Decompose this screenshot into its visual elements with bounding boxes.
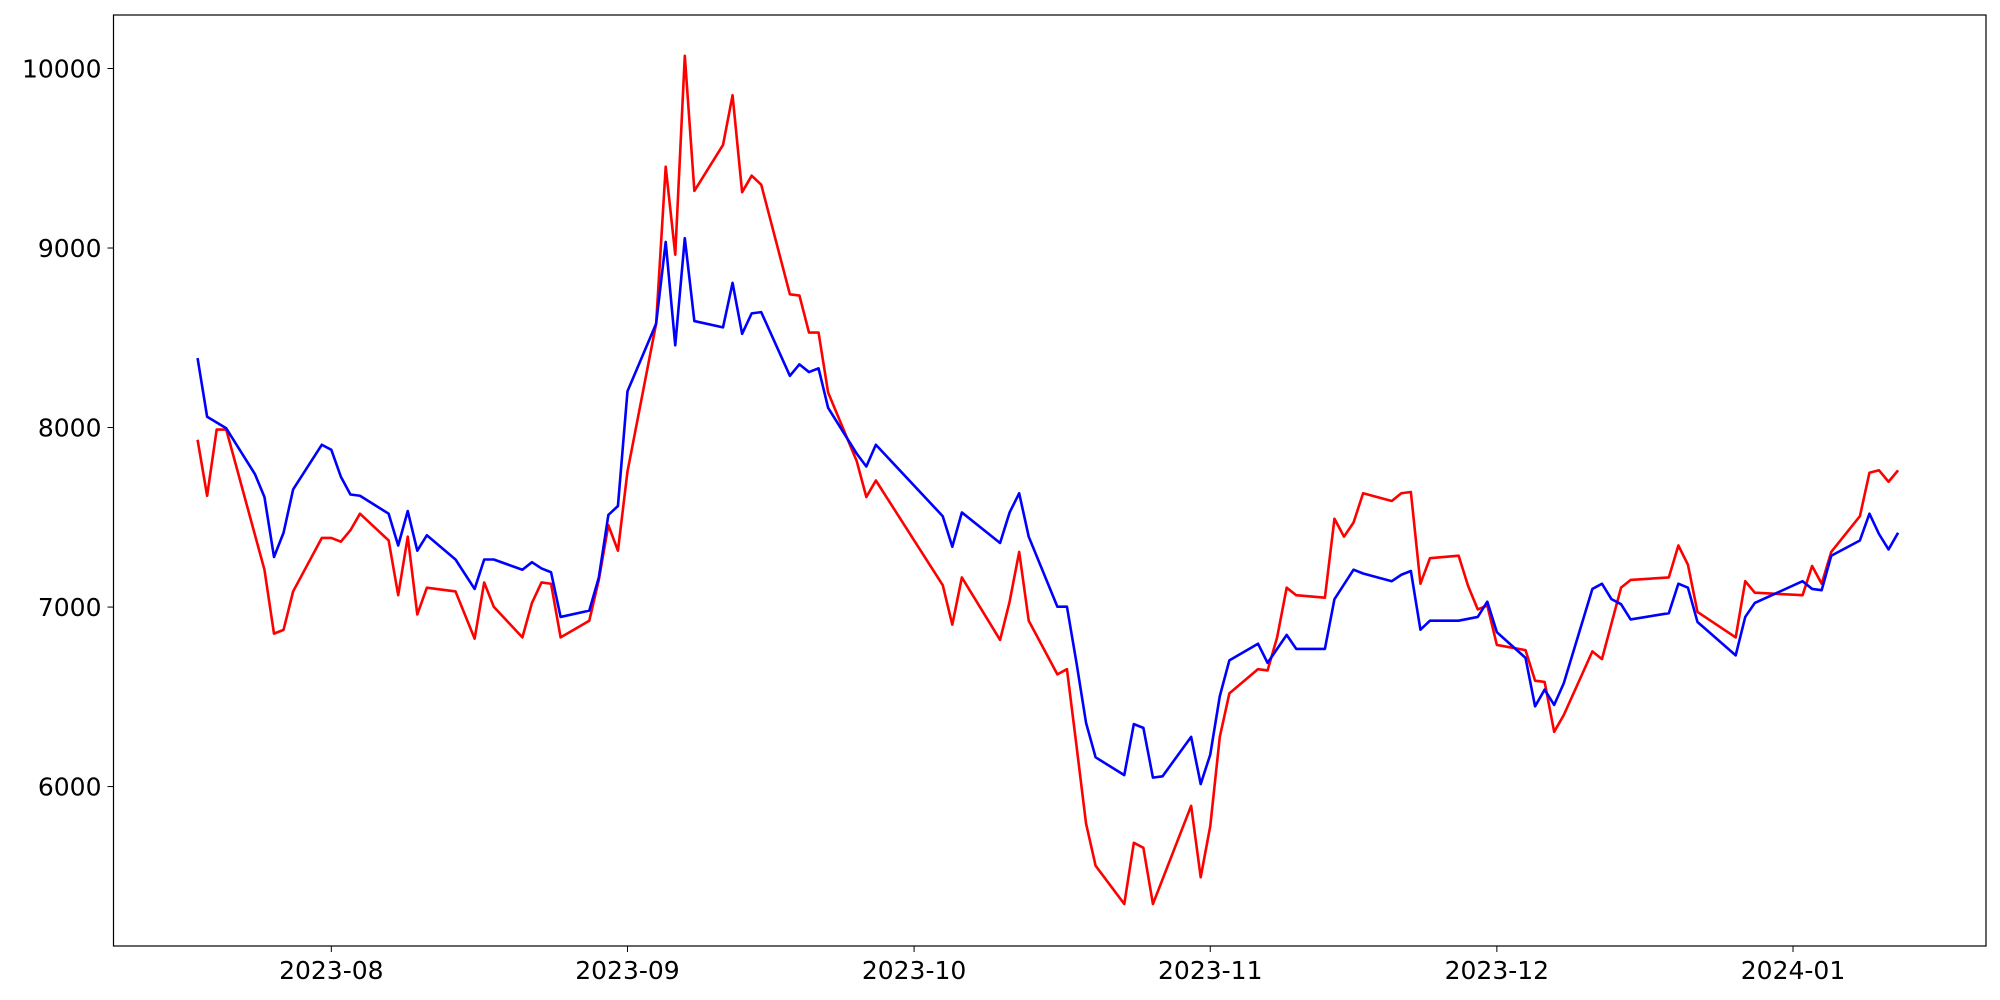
x-tick-label: 2023-10 <box>862 956 966 985</box>
plot-frame <box>112 14 1987 947</box>
x-tick-label: 2023-12 <box>1445 956 1549 985</box>
y-tick-label: 7000 <box>38 593 102 622</box>
line-series <box>196 236 1900 786</box>
line-series <box>196 54 1900 906</box>
y-tick-label: 9000 <box>38 234 102 263</box>
y-tick-label: 10000 <box>22 54 102 83</box>
x-tick-label: 2024-01 <box>1741 956 1845 985</box>
y-tick-label: 6000 <box>38 773 102 802</box>
x-tick-label: 2023-08 <box>279 956 383 985</box>
x-tick-label: 2023-11 <box>1158 956 1262 985</box>
x-tick-label: 2023-09 <box>575 956 679 985</box>
y-tick-label: 8000 <box>38 414 102 443</box>
